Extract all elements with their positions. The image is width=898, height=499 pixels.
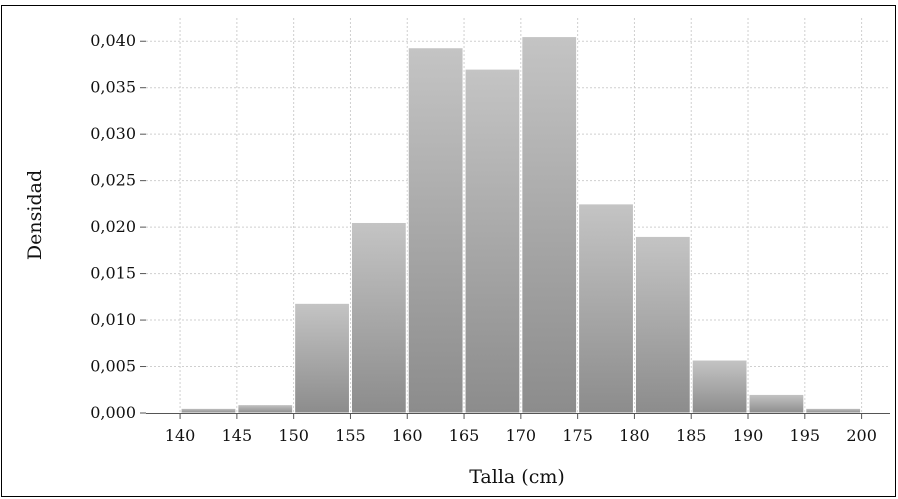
y-axis-title: Densidad [24,170,46,260]
y-tick-label: 0,000 [90,403,136,422]
histogram-bar [805,407,862,414]
axes [140,40,890,419]
y-tick-label: 0,010 [90,310,136,329]
histogram-bar [691,359,748,414]
histogram-bar [237,404,294,414]
bars [180,36,862,414]
y-tick-labels: 0,000 0,005 0,010 0,015 0,020 0,025 0,030 0,035… [90,31,136,422]
y-tick-label: 0,035 [90,78,136,97]
x-tick-label: 190 [733,426,764,445]
x-tick-label: 165 [449,426,480,445]
histogram-bar [180,407,237,414]
histogram-bar [521,36,578,414]
histogram-bar [634,235,691,414]
x-tick-label: 160 [392,426,423,445]
x-tick-label: 155 [335,426,366,445]
x-tick-label: 180 [619,426,650,445]
x-tick-label: 175 [562,426,593,445]
histogram-bar [294,302,350,414]
y-tick-label: 0,025 [90,171,136,190]
x-tick-label: 140 [165,426,196,445]
x-tick-label: 185 [676,426,707,445]
x-tick-label: 200 [846,426,877,445]
chart-frame [1,5,896,497]
histogram-bar [748,393,805,414]
y-tick-label: 0,040 [90,31,136,50]
histogram-bar [350,221,407,414]
x-axis-title: Talla (cm) [469,466,565,488]
histogram-bar [578,203,634,414]
y-tick-label: 0,020 [90,217,136,236]
grid-lines [146,18,890,413]
x-tick-label: 170 [506,426,537,445]
y-tick-label: 0,030 [90,124,136,143]
x-tick-label: 195 [790,426,821,445]
y-tick-label: 0,015 [90,264,136,283]
x-tick-label: 145 [222,426,253,445]
y-tick-label: 0,005 [90,357,136,376]
histogram-bar [407,47,464,414]
x-tick-labels: 140 145 150 155 160 165 170 175 180 185 190 195 200 [165,426,877,445]
x-tick-label: 150 [278,426,309,445]
histogram-bar [464,68,521,414]
